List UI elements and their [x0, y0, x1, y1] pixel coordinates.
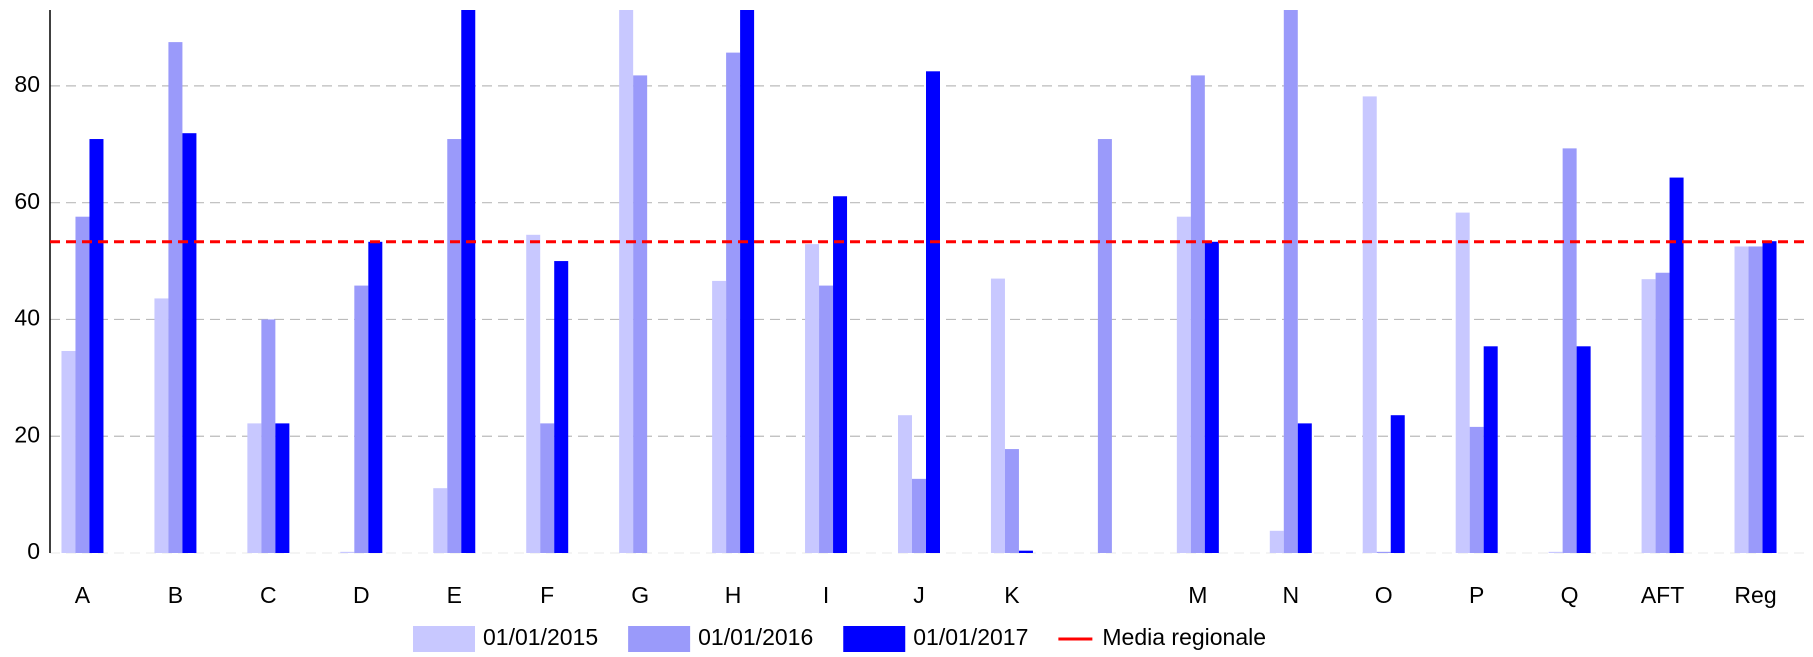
bar: [1190, 75, 1205, 553]
bar: [1390, 415, 1405, 553]
x-tick-label: F: [540, 582, 554, 608]
legend-swatch: [843, 626, 906, 652]
bar: [1018, 550, 1033, 553]
bar: [1297, 423, 1312, 553]
bar: [433, 488, 448, 553]
bar: [1562, 148, 1577, 553]
bar: [168, 42, 183, 553]
x-tick-label: C: [260, 582, 277, 608]
bar: [1655, 272, 1670, 553]
bar: [1004, 449, 1019, 553]
bar: [912, 478, 926, 553]
x-tick-label: K: [1004, 582, 1020, 608]
bar: [1669, 177, 1684, 553]
x-tick-label: B: [168, 582, 183, 608]
legend-label: 01/01/2015: [483, 624, 598, 650]
bar: [1283, 10, 1298, 554]
bars: [61, 10, 1777, 554]
bar: [554, 261, 569, 553]
y-tick-label: 80: [14, 71, 40, 97]
x-tick-label: P: [1469, 582, 1484, 608]
legend-swatch: [413, 626, 475, 652]
y-tick-label: 0: [27, 538, 40, 564]
bar: [833, 196, 848, 554]
x-tick-label: Reg: [1734, 582, 1776, 608]
bar: [1176, 216, 1191, 554]
bar: [740, 10, 755, 554]
bar: [1748, 246, 1763, 553]
bar: [898, 415, 912, 553]
bar: [1641, 279, 1656, 553]
legend-label: Media regionale: [1102, 624, 1266, 650]
x-tick-label: O: [1375, 582, 1393, 608]
x-tick-label: E: [447, 582, 462, 608]
bar: [340, 551, 355, 553]
bar: [1548, 551, 1563, 553]
bar: [1576, 346, 1591, 553]
bar: [182, 133, 197, 553]
bar: [247, 423, 262, 553]
bar: [619, 10, 634, 554]
x-tick-label: N: [1282, 582, 1299, 608]
x-tick-label: Q: [1561, 582, 1579, 608]
bar: [1097, 139, 1112, 554]
bar: [1204, 241, 1219, 554]
bar: [805, 244, 820, 553]
bar: [1762, 241, 1777, 554]
bar: [926, 71, 940, 553]
legend-label: 01/01/2016: [698, 624, 813, 650]
y-tick-label: 60: [14, 188, 40, 214]
x-tick-label: A: [75, 582, 91, 608]
bar: [990, 278, 1005, 553]
x-tick-label: D: [353, 582, 370, 608]
bar: [447, 139, 462, 554]
y-tick-label: 40: [14, 305, 40, 331]
bar: [633, 75, 648, 553]
bar: [261, 319, 276, 553]
x-tick-label: M: [1188, 582, 1207, 608]
y-tick-label: 20: [14, 421, 40, 447]
bar: [540, 423, 555, 553]
x-tick-label: J: [913, 582, 925, 608]
bar: [75, 216, 90, 554]
bar: [89, 139, 104, 554]
bar: [819, 285, 834, 553]
x-tick-label: G: [631, 582, 649, 608]
bar: [712, 280, 727, 553]
bar: [726, 52, 741, 553]
bar: [368, 241, 383, 554]
bar: [1469, 426, 1484, 553]
bar: [275, 423, 290, 553]
bar: [1362, 96, 1377, 553]
bar: [461, 10, 476, 554]
bar: [1483, 346, 1498, 553]
x-tick-label: H: [725, 582, 742, 608]
bar: [1376, 551, 1391, 553]
bar: [526, 234, 541, 553]
bar: [1455, 212, 1470, 554]
x-tick-label: AFT: [1641, 582, 1684, 608]
bar: [154, 298, 169, 553]
bar: [354, 285, 369, 553]
bar: [1734, 246, 1749, 553]
legend-label: 01/01/2017: [913, 624, 1028, 650]
legend-swatch: [628, 626, 691, 652]
bar: [61, 350, 76, 553]
bar: [1269, 530, 1284, 553]
x-tick-label: I: [823, 582, 829, 608]
